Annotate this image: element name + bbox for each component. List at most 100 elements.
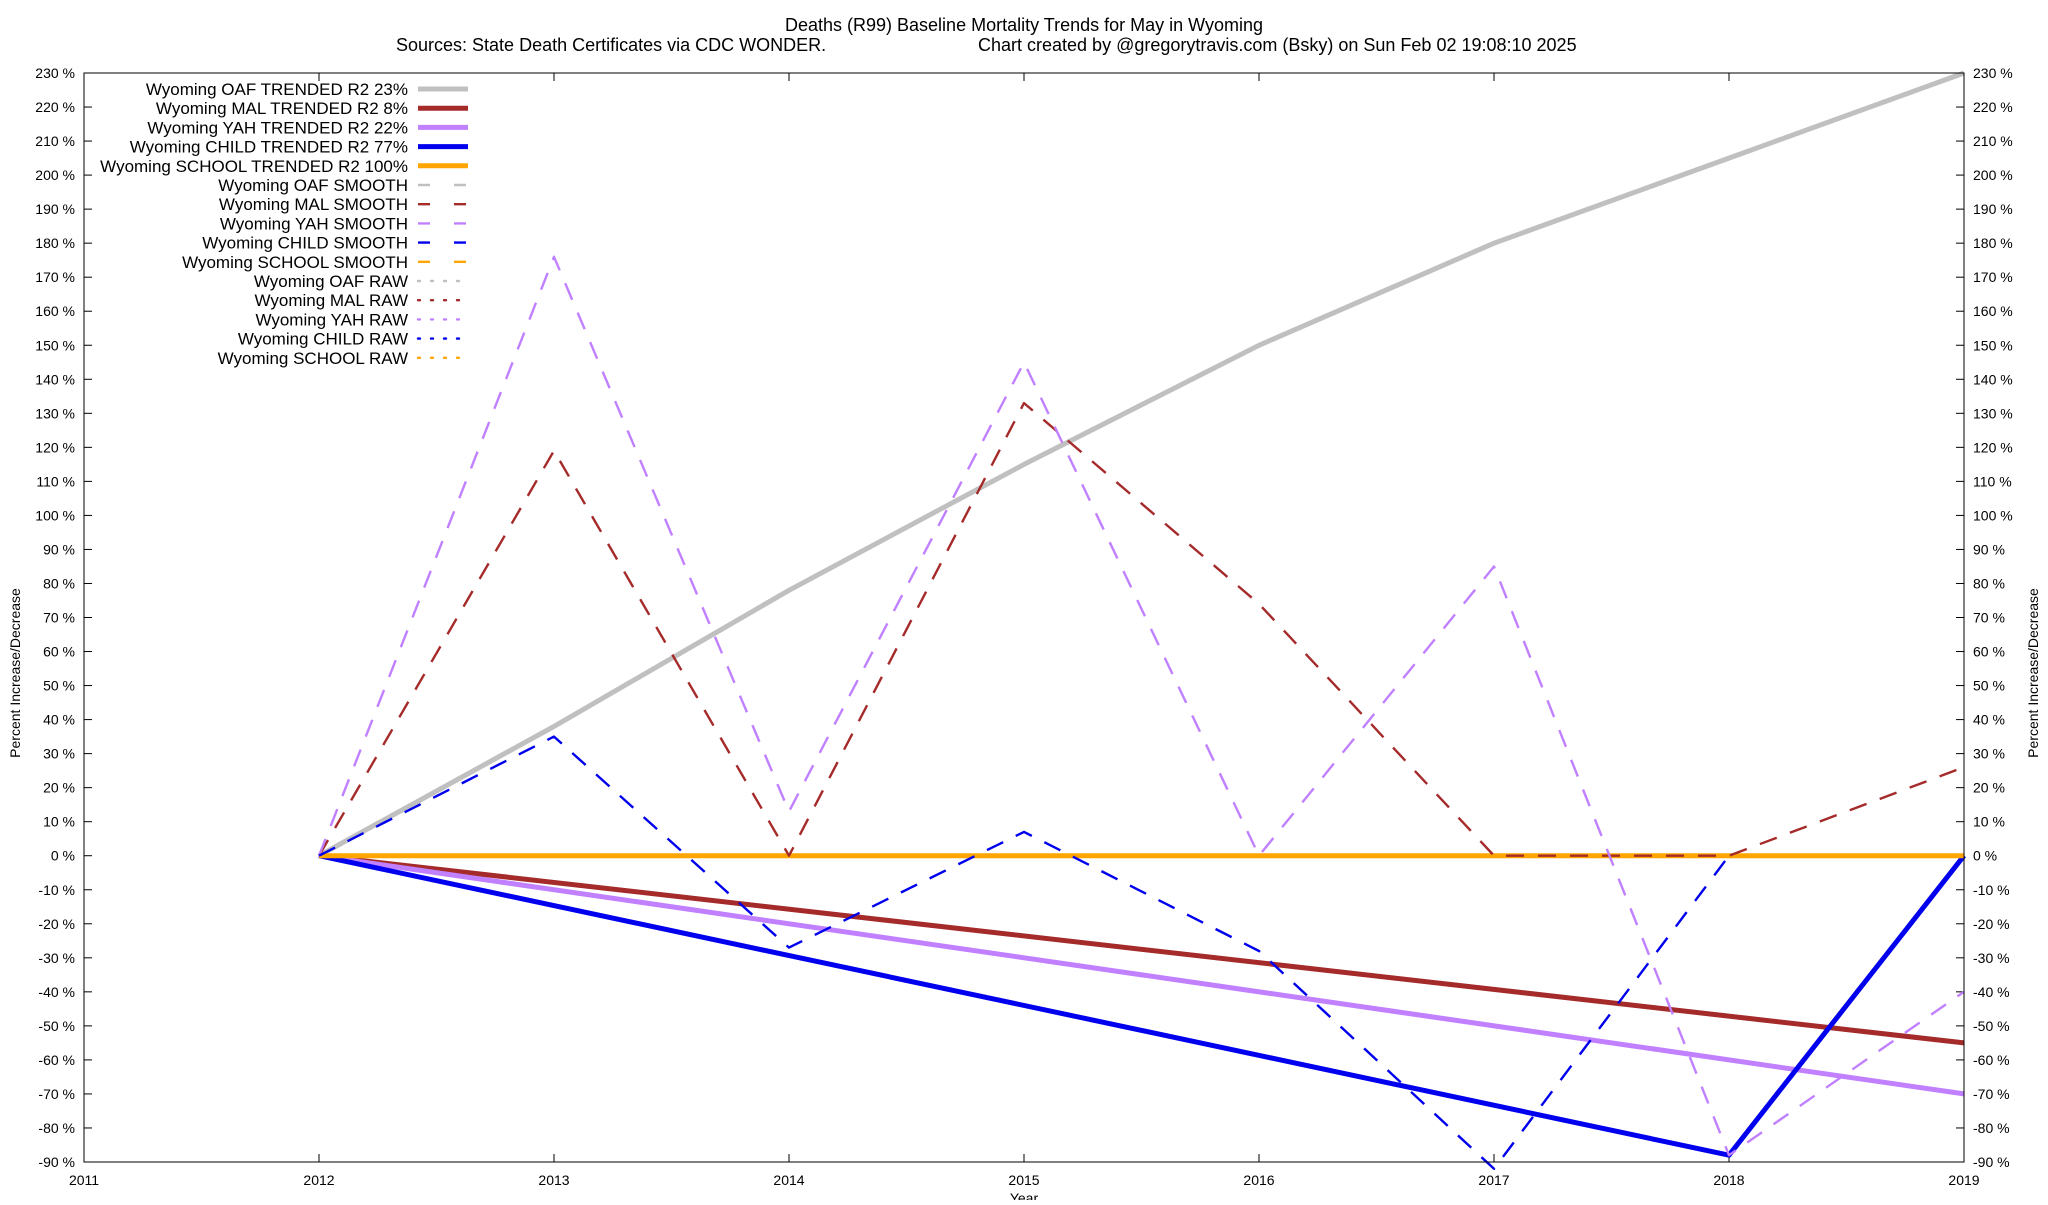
y-tick-label-right: 40 %	[1973, 712, 2005, 728]
y-tick-label-left: -90 %	[38, 1154, 75, 1170]
y-axis-label-right: Percent Increase/Decrease	[2025, 588, 2041, 758]
y-tick-label-right: -70 %	[1973, 1086, 2010, 1102]
x-tick-label: 2013	[538, 1172, 569, 1188]
y-tick-label-right: -50 %	[1973, 1018, 2010, 1034]
y-tick-label-left: 230 %	[35, 65, 75, 81]
y-tick-label-left: 40 %	[43, 712, 75, 728]
y-tick-label-left: 50 %	[43, 678, 75, 694]
series-line	[318, 853, 1965, 1046]
y-tick-label-right: 0 %	[1973, 848, 1997, 864]
legend-label: Wyoming YAH TRENDED R2 22%	[147, 118, 408, 137]
x-tick-label: 2011	[69, 1172, 99, 1188]
y-tick-label-right: 50 %	[1973, 678, 2005, 694]
plot-frame	[83, 72, 1965, 1163]
y-tick-label-right: 120 %	[1973, 439, 2013, 455]
series-line	[317, 255, 1965, 1157]
series-line	[317, 401, 1965, 857]
y-tick-label-right: 200 %	[1973, 167, 2013, 183]
y-tick-label-left: 130 %	[35, 405, 75, 421]
x-tick-label: 2016	[1243, 1172, 1274, 1188]
series-lines	[317, 70, 1966, 1171]
y-tick-label-left: -20 %	[38, 916, 75, 932]
series-line	[318, 853, 1966, 1158]
y-axis-label-left: Percent Increase/Decrease	[7, 588, 23, 758]
x-tick-label: 2015	[1008, 1172, 1039, 1188]
y-tick-label-right: -40 %	[1973, 984, 2010, 1000]
y-tick-label-right: 100 %	[1973, 507, 2013, 523]
y-tick-label-right: 130 %	[1973, 405, 2013, 421]
y-tick-label-left: 200 %	[35, 167, 75, 183]
y-tick-label-left: 170 %	[35, 269, 75, 285]
y-tick-label-right: 180 %	[1973, 235, 2013, 251]
y-tick-label-left: -40 %	[38, 984, 75, 1000]
y-tick-label-left: 100 %	[35, 507, 75, 523]
x-tick-label: 2017	[1478, 1172, 1509, 1188]
y-tick-label-right: 70 %	[1973, 610, 2005, 626]
legend: Wyoming OAF TRENDED R2 23%Wyoming MAL TR…	[100, 80, 470, 368]
y-tick-label-left: 110 %	[36, 473, 75, 489]
y-tick-label-right: 170 %	[1973, 269, 2013, 285]
x-tick-label: 2019	[1948, 1172, 1979, 1188]
y-tick-label-left: 0 %	[51, 848, 75, 864]
y-tick-label-left: 140 %	[35, 371, 75, 387]
y-tick-label-right: 60 %	[1973, 644, 2005, 660]
y-tick-label-right: 190 %	[1973, 201, 2013, 217]
y-tick-label-right: 140 %	[1973, 371, 2013, 387]
x-tick-label: 2014	[773, 1172, 804, 1188]
y-tick-label-left: 60 %	[43, 644, 75, 660]
y-tick-label-right: -30 %	[1973, 950, 2010, 966]
y-tick-label-left: 90 %	[43, 541, 75, 557]
legend-label: Wyoming CHILD RAW	[238, 330, 408, 349]
y-tick-label-right: -80 %	[1973, 1120, 2010, 1136]
series-line	[318, 853, 1965, 1097]
chart-subtitle-sources: Sources: State Death Certificates via CD…	[396, 35, 826, 55]
y-tick-label-left: 120 %	[35, 439, 75, 455]
y-tick-label-left: -60 %	[38, 1052, 75, 1068]
x-tick-labels: 2011 2012 2013 2014 2015 2016 2017 2018 2019	[69, 1172, 1980, 1188]
y-tick-label-right: 230 %	[1973, 65, 2013, 81]
y-tick-label-left: -80 %	[38, 1120, 75, 1136]
x-tick-label: 2018	[1713, 1172, 1744, 1188]
series-line	[317, 70, 1965, 858]
legend-label: Wyoming OAF SMOOTH	[218, 176, 408, 195]
legend-label: Wyoming MAL TRENDED R2 8%	[156, 99, 408, 118]
y-tick-label-right: 160 %	[1973, 303, 2013, 319]
x-axis-label: Year	[1010, 1190, 1039, 1200]
legend-label: Wyoming CHILD TRENDED R2 77%	[130, 138, 408, 157]
y-tick-label-right: 10 %	[1973, 814, 2005, 830]
y-tick-label-right: -20 %	[1973, 916, 2010, 932]
y-tick-label-right: -60 %	[1973, 1052, 2010, 1068]
y-tick-label-left: 20 %	[43, 780, 75, 796]
legend-label: Wyoming OAF RAW	[254, 272, 408, 291]
y-tick-label-left: 210 %	[35, 133, 75, 149]
y-tick-label-left: 180 %	[35, 235, 75, 251]
y-tick-label-right: -10 %	[1973, 882, 2010, 898]
legend-label: Wyoming OAF TRENDED R2 23%	[146, 80, 408, 99]
y-tick-label-left: -70 %	[38, 1086, 75, 1102]
y-tick-label-right: 20 %	[1973, 780, 2005, 796]
y-tick-labels: 230 % 230 % 220 % 220 % 210 % 210 % 200 % 200 %…	[35, 65, 2012, 1170]
chart-title: Deaths (R99) Baseline Mortality Trends f…	[785, 15, 1263, 35]
y-tick-label-left: 160 %	[35, 303, 75, 319]
legend-label: Wyoming SCHOOL TRENDED R2 100%	[100, 157, 408, 176]
legend-label: Wyoming SCHOOL RAW	[218, 349, 408, 368]
y-tick-label-left: 190 %	[35, 201, 75, 217]
legend-label: Wyoming MAL SMOOTH	[219, 195, 408, 214]
y-tick-label-left: 80 %	[43, 575, 75, 591]
y-tick-label-left: 220 %	[35, 99, 75, 115]
y-tick-label-right: 30 %	[1973, 746, 2005, 762]
legend-label: Wyoming MAL RAW	[255, 291, 409, 310]
chart-subtitle-credit: Chart created by @gregorytravis.com (Bsk…	[978, 35, 1577, 55]
y-tick-label-left: -10 %	[38, 882, 75, 898]
y-tick-label-left: 10 %	[43, 814, 75, 830]
y-tick-label-right: 90 %	[1973, 541, 2005, 557]
legend-label: Wyoming YAH SMOOTH	[220, 214, 408, 233]
legend-label: Wyoming YAH RAW	[255, 310, 408, 329]
y-tick-label-right: -90 %	[1973, 1154, 2010, 1170]
y-tick-label-left: -30 %	[38, 950, 75, 966]
y-tick-label-right: 150 %	[1973, 337, 2013, 353]
y-tick-label-right: 220 %	[1973, 99, 2013, 115]
y-tick-label-right: 210 %	[1973, 133, 2013, 149]
